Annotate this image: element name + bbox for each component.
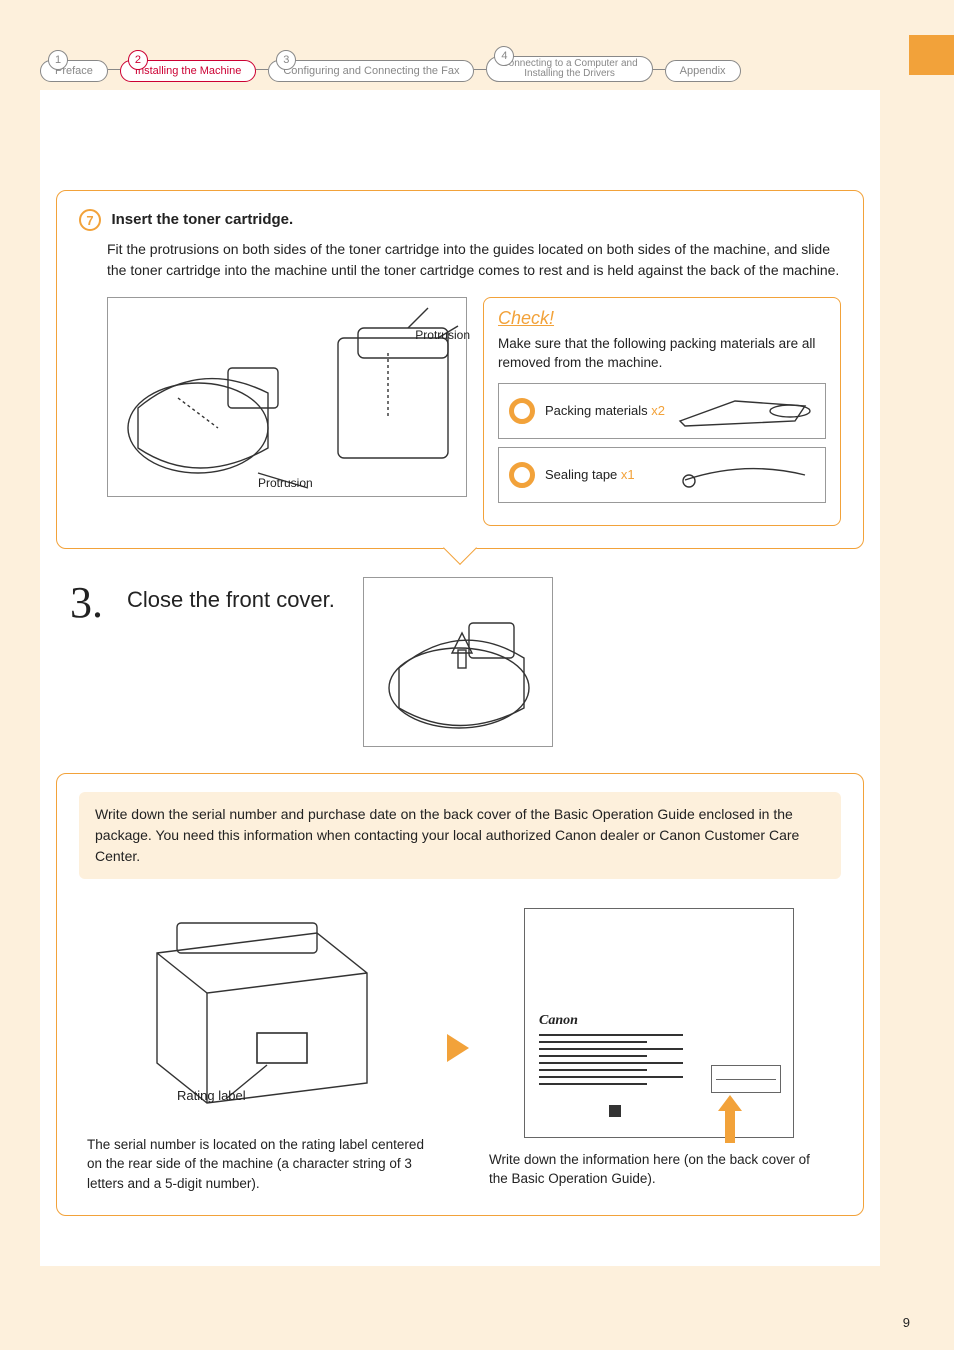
serial-info-text: Write down the serial number and purchas… (79, 792, 841, 879)
close-cover-illustration (364, 578, 554, 748)
check-callout: Check! Make sure that the following pack… (483, 297, 841, 526)
packing-label-text: Packing materials (545, 403, 651, 418)
packing-count: x2 (651, 403, 665, 418)
page-content: 7 Insert the toner cartridge. Fit the pr… (40, 90, 880, 1266)
breadcrumb-item-preface[interactable]: 1 Preface (40, 50, 108, 82)
check-text: Make sure that the following packing mat… (498, 335, 826, 373)
arrow-right-icon (447, 1034, 469, 1062)
breadcrumb-separator (653, 69, 665, 70)
packing-row-2: Sealing tape x1 (498, 447, 826, 503)
step7-card: 7 Insert the toner cartridge. Fit the pr… (56, 190, 864, 549)
sealing-tape-icon (675, 455, 815, 495)
toner-insert-figure: Protrusion Protrusion (107, 297, 467, 497)
breadcrumb-label: Configuring and Connecting the Fax (268, 60, 474, 82)
serial-right-caption: Write down the information here (on the … (489, 1150, 829, 1189)
breadcrumb-item-fax[interactable]: 3 Configuring and Connecting the Fax (268, 50, 474, 82)
packing-material-icon (675, 391, 815, 431)
printer-rear-figure: Rating label (117, 903, 397, 1123)
section-3-title: Close the front cover. (127, 587, 335, 613)
packing-label-2: Sealing tape x1 (545, 467, 635, 482)
printer-rear-illustration (117, 903, 397, 1123)
breadcrumb-separator (108, 69, 120, 70)
booklet-figure: Canon (524, 908, 794, 1138)
toner-insert-illustration (108, 298, 468, 498)
close-cover-figure (363, 577, 553, 747)
serial-info-card: Write down the serial number and purchas… (56, 773, 864, 1217)
page-number: 9 (903, 1315, 910, 1330)
step7-body-text: Fit the protrusions on both sides of the… (107, 239, 841, 281)
circle-icon (509, 462, 535, 488)
breadcrumb-num: 2 (128, 50, 148, 70)
section-3: 3. Close the front cover. (70, 577, 850, 747)
breadcrumb-item-appendix[interactable]: Appendix (665, 60, 741, 82)
packing-label-text: Sealing tape (545, 467, 621, 482)
circle-icon (509, 398, 535, 424)
rating-label-text: Rating label (177, 1088, 246, 1103)
check-title: Check! (498, 308, 826, 329)
breadcrumb-num: 1 (48, 50, 68, 70)
breadcrumb-separator (256, 69, 268, 70)
step7-heading-row: 7 Insert the toner cartridge. (79, 209, 841, 231)
section-side-tab (909, 35, 954, 75)
packing-count: x1 (621, 467, 635, 482)
breadcrumb-label: Appendix (665, 60, 741, 82)
packing-row-1: Packing materials x2 (498, 383, 826, 439)
booklet-inner: Canon (539, 1013, 779, 1123)
serial-bottom-row: Rating label The serial number is locate… (79, 903, 841, 1194)
card-pointer-notch (443, 531, 477, 565)
booklet-arrow-icon (725, 1109, 735, 1143)
packing-label-1: Packing materials x2 (545, 403, 665, 418)
step7-figure-row: Protrusion Protrusion Check! Make sure t… (107, 297, 841, 526)
step7-title: Insert the toner cartridge. (111, 211, 293, 228)
breadcrumb: 1 Preface 2 Installing the Machine 3 Con… (40, 42, 894, 82)
printer-column: Rating label The serial number is locate… (87, 903, 427, 1194)
serial-left-caption: The serial number is located on the rati… (87, 1135, 427, 1194)
breadcrumb-item-drivers[interactable]: 4 Connecting to a Computer andInstalling… (486, 46, 652, 82)
step-number-bullet: 7 (79, 209, 101, 231)
booklet-write-field (711, 1065, 781, 1093)
protrusion-label-2: Protrusion (258, 476, 313, 490)
booklet-column: Canon Write down the information here (o… (489, 908, 829, 1189)
booklet-logo: Canon (539, 1013, 779, 1029)
protrusion-label-1: Protrusion (415, 328, 470, 342)
breadcrumb-item-installing[interactable]: 2 Installing the Machine (120, 50, 256, 82)
breadcrumb-separator (474, 69, 486, 70)
booklet-square-icon (609, 1105, 621, 1117)
section-3-number: 3. (70, 577, 103, 628)
